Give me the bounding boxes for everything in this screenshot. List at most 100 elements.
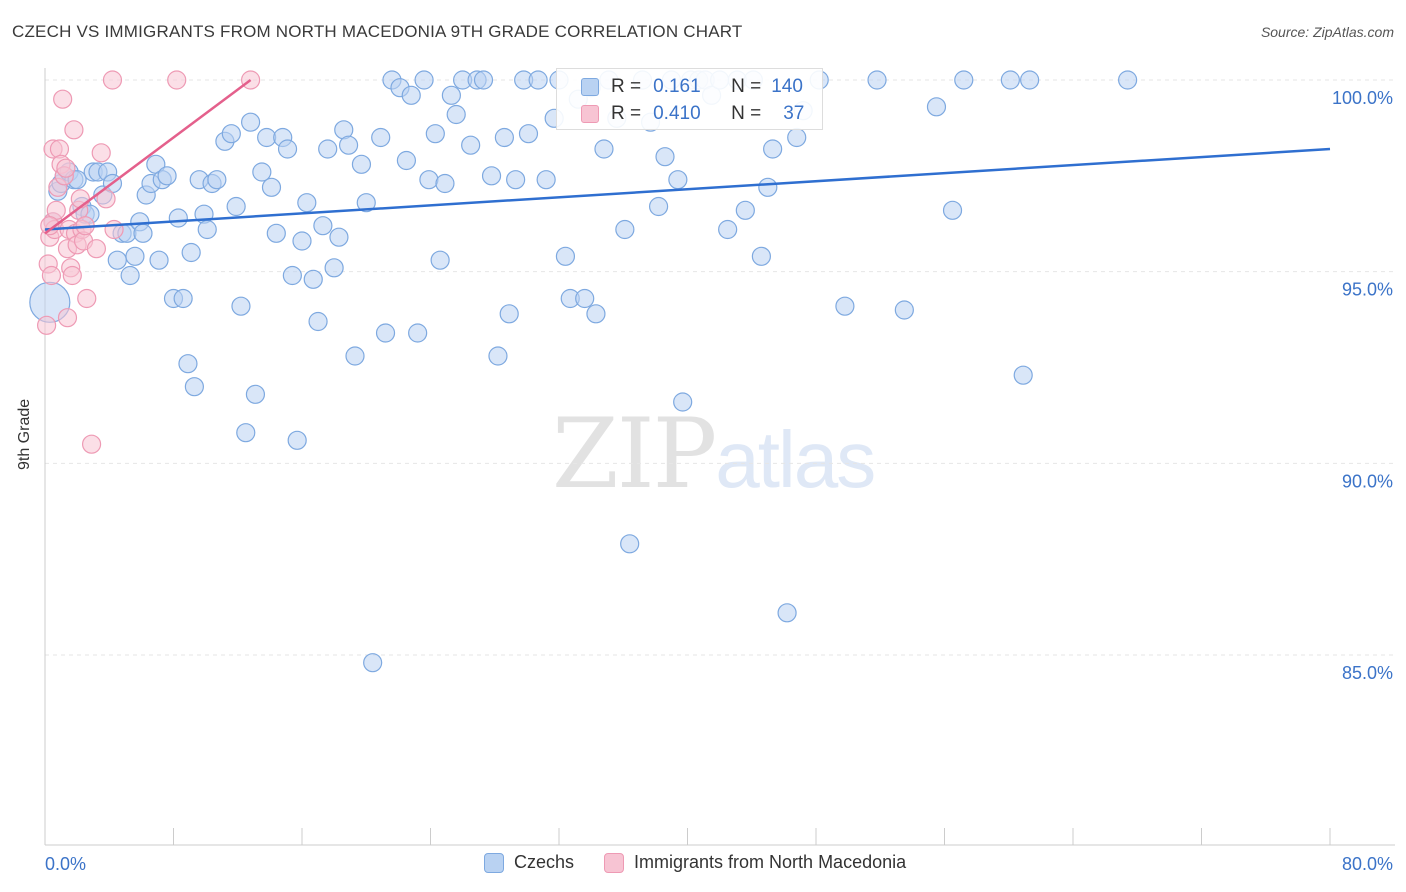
czech-point [494, 127, 514, 148]
czech-point [594, 139, 614, 159]
czech-point [207, 170, 227, 190]
czech-point [620, 534, 640, 554]
stats-row-macedonia: R = 0.410 N = 37 [581, 103, 804, 125]
macedonia-point [57, 308, 78, 328]
y-tick-label: 100.0% [1332, 88, 1393, 108]
czech-point [414, 70, 434, 90]
czech-point [586, 304, 606, 324]
czech-point [528, 70, 548, 90]
czech-point [499, 304, 519, 324]
macedonia-point [56, 158, 76, 178]
czech-point [120, 265, 140, 286]
czech-point [942, 200, 963, 220]
czech-point [261, 177, 282, 197]
czechs-swatch [581, 78, 599, 96]
czech-point [292, 231, 312, 251]
czech-point [221, 124, 241, 144]
czech-point [356, 193, 376, 213]
czech-point [1020, 70, 1040, 90]
czech-point [763, 139, 783, 159]
legend-item-czechs: Czechs [484, 852, 574, 873]
y-tick-label: 95.0% [1342, 280, 1393, 300]
czech-point [575, 288, 595, 309]
czech-point [178, 354, 198, 374]
r-value: 0.410 [653, 103, 701, 124]
czech-point [668, 170, 688, 190]
source-label: Source: ZipAtlas.com [1260, 24, 1394, 40]
macedonia-point [104, 219, 124, 240]
czech-point [655, 147, 675, 167]
czech-point [555, 246, 576, 266]
macedonia-swatch [581, 105, 599, 123]
czech-point [363, 653, 383, 673]
czech-point [401, 85, 421, 105]
czech-point [133, 223, 153, 243]
x-tick-label: 80.0% [1342, 854, 1393, 874]
czech-point [236, 423, 256, 443]
czech-point [318, 139, 338, 159]
czech-point [277, 139, 298, 159]
czechs-legend-swatch [484, 852, 504, 873]
czech-point [226, 196, 246, 217]
czech-point [481, 166, 502, 186]
macedonia-point [81, 434, 102, 454]
czech-point [241, 112, 261, 132]
legend-item-macedonia: Immigrants from North Macedonia [604, 852, 906, 873]
czech-point [419, 170, 439, 190]
macedonia-point [102, 70, 123, 90]
czech-point [396, 150, 417, 171]
czech-point [351, 154, 372, 174]
czech-point [777, 603, 797, 623]
czech-point [867, 70, 887, 90]
czech-point [787, 127, 807, 148]
czech-point [435, 173, 455, 194]
macedonia-point [77, 288, 97, 309]
czech-point [441, 85, 461, 105]
czech-point [926, 97, 947, 117]
czech-point [107, 250, 127, 270]
czech-point [506, 170, 526, 190]
czech-point [252, 162, 272, 182]
czech-trendline [44, 147, 1331, 231]
y-tick-label: 85.0% [1342, 663, 1393, 683]
czech-point [308, 311, 328, 332]
czech-point [231, 296, 251, 316]
macedonia-point [37, 315, 57, 335]
czech-point [488, 346, 508, 366]
czech-point [461, 135, 481, 155]
czech-point [282, 265, 302, 286]
y-axis-label: 9th Grade [16, 398, 33, 470]
czech-point [1013, 365, 1033, 385]
czech-point [648, 196, 669, 217]
czech-point [375, 323, 396, 343]
czech-point [473, 70, 494, 90]
czech-point [297, 193, 317, 213]
czech-point [408, 323, 428, 343]
r-label: R = [611, 103, 642, 124]
macedonia-point [62, 265, 82, 286]
czech-point [615, 219, 635, 240]
czech-point [157, 166, 177, 186]
czech-point [835, 296, 855, 316]
czech-point [430, 250, 450, 270]
czech-point [338, 135, 359, 155]
legend-label-czechs: Czechs [514, 852, 575, 872]
czech-point [751, 246, 771, 266]
stats-legend: R = 0.161 N = 140 R = 0.410 N = 37 [556, 68, 823, 130]
czech-point [266, 223, 286, 243]
macedonia-point [70, 189, 90, 209]
macedonia-point [96, 189, 116, 209]
czech-point [197, 219, 217, 240]
czech-point [287, 430, 307, 450]
czech-point [149, 250, 169, 270]
macedonia-point [86, 239, 107, 259]
n-label: N = [731, 103, 762, 124]
macedonia-trendline [44, 78, 252, 235]
czech-point [173, 288, 193, 309]
czech-point [536, 170, 556, 190]
czech-point [345, 346, 365, 366]
n-value: 140 [771, 76, 803, 97]
macedonia-point [91, 143, 111, 163]
czech-point [184, 377, 204, 397]
